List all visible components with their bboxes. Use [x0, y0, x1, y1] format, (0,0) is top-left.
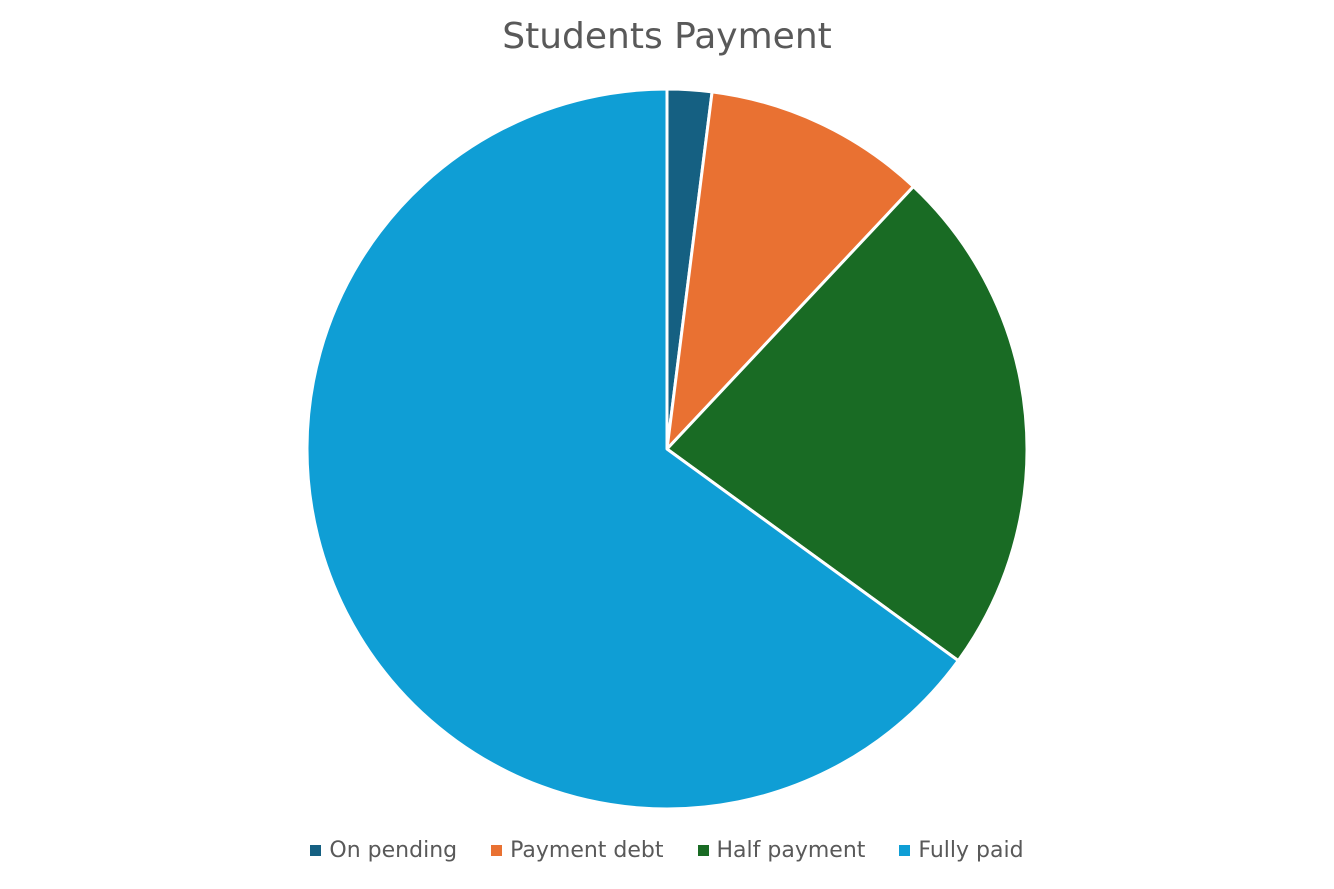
- chart-title: Students Payment: [502, 16, 832, 57]
- legend-swatch: [491, 845, 503, 856]
- legend-label: On pending: [329, 838, 458, 863]
- legend-item-payment-debt[interactable]: Payment debt: [491, 838, 664, 863]
- chart-legend: On pending Payment debt Half payment Ful…: [0, 838, 1334, 863]
- legend-item-half-payment[interactable]: Half payment: [697, 838, 866, 863]
- legend-item-on-pending[interactable]: On pending: [310, 838, 457, 863]
- legend-swatch: [310, 845, 322, 856]
- legend-label: Fully paid: [918, 838, 1024, 863]
- legend-swatch: [899, 845, 911, 856]
- legend-swatch: [697, 845, 709, 856]
- legend-label: Payment debt: [510, 838, 664, 863]
- pie-slice-half-payment[interactable]: [665, 185, 1029, 663]
- legend-label: Half payment: [716, 838, 866, 863]
- pie-slice-fully-paid[interactable]: [305, 87, 960, 811]
- legend-item-fully-paid[interactable]: Fully paid: [899, 838, 1024, 863]
- pie-slice-payment-debt[interactable]: [665, 90, 915, 451]
